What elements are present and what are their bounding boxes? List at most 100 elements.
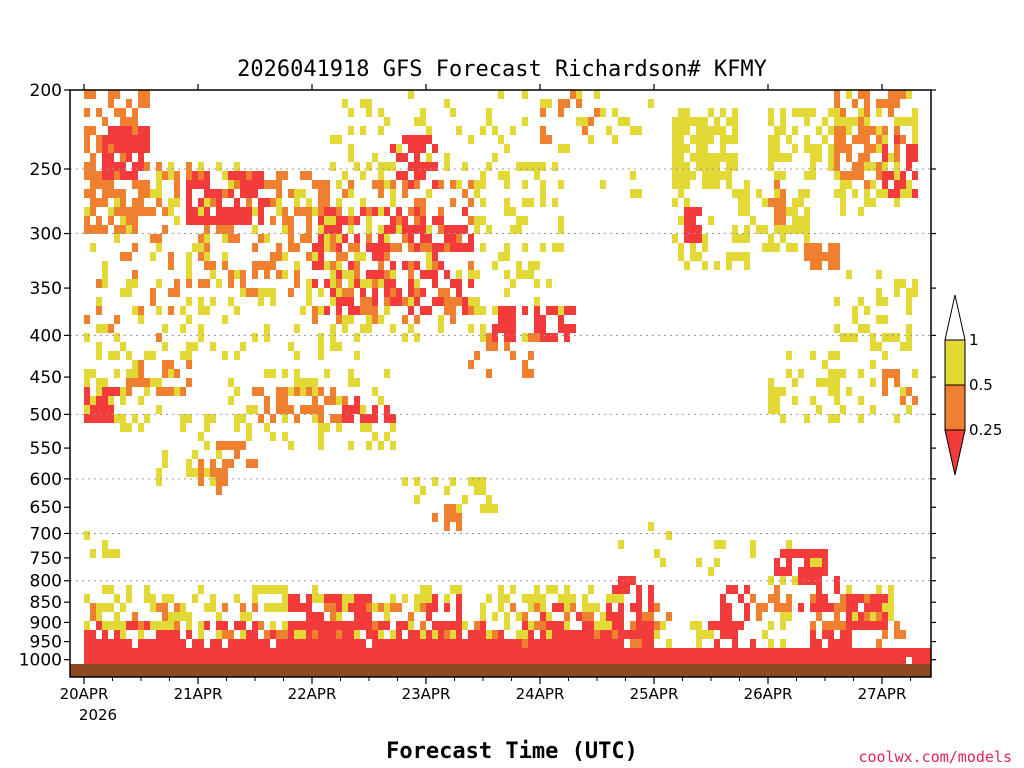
- heatmap-cell-yellow: [870, 162, 876, 171]
- heatmap-cell-yellow: [420, 486, 426, 495]
- heatmap-cell-yellow: [768, 639, 774, 648]
- heatmap-cell-red: [150, 639, 156, 648]
- heatmap-cell-yellow: [882, 603, 888, 612]
- heatmap-cell-red: [402, 648, 408, 657]
- heatmap-cell-orange: [318, 387, 324, 396]
- heatmap-cell-orange: [174, 369, 180, 378]
- heatmap-cell-red: [192, 657, 198, 666]
- heatmap-cell-yellow: [198, 306, 204, 315]
- heatmap-cell-orange: [186, 360, 192, 369]
- heatmap-cell-yellow: [432, 477, 438, 486]
- heatmap-cell-yellow: [354, 378, 360, 387]
- heatmap-cell-yellow: [294, 351, 300, 360]
- heatmap-cell-red: [198, 198, 204, 207]
- heatmap-cell-yellow: [348, 315, 354, 324]
- heatmap-cell-red: [756, 657, 762, 666]
- heatmap-cell-yellow: [126, 279, 132, 288]
- heatmap-cell-yellow: [870, 405, 876, 414]
- heatmap-cell-yellow: [696, 630, 702, 639]
- heatmap-cell-yellow: [504, 270, 510, 279]
- heatmap-cell-red: [906, 648, 912, 657]
- heatmap-cell-orange: [774, 216, 780, 225]
- heatmap-cell-yellow: [792, 576, 798, 585]
- heatmap-cell-red: [696, 234, 702, 243]
- heatmap-cell-red: [372, 414, 378, 423]
- heatmap-cell-orange: [444, 297, 450, 306]
- heatmap-cell-yellow: [552, 585, 558, 594]
- heatmap-cell-yellow: [786, 540, 792, 549]
- heatmap-cell-red: [156, 639, 162, 648]
- heatmap-cell-yellow: [810, 396, 816, 405]
- heatmap-cell-orange: [834, 126, 840, 135]
- heatmap-cell-yellow: [714, 162, 720, 171]
- heatmap-cell-yellow: [876, 126, 882, 135]
- heatmap-cell-red: [336, 243, 342, 252]
- heatmap-cell-red: [192, 648, 198, 657]
- heatmap-cell-yellow: [768, 576, 774, 585]
- heatmap-cell-yellow: [276, 207, 282, 216]
- heatmap-cell-yellow: [108, 603, 114, 612]
- heatmap-cell-red: [600, 657, 606, 666]
- heatmap-cell-yellow: [678, 153, 684, 162]
- heatmap-cell-red: [738, 594, 744, 603]
- heatmap-cell-yellow: [564, 585, 570, 594]
- heatmap-cell-orange: [156, 198, 162, 207]
- heatmap-cell-yellow: [378, 225, 384, 234]
- heatmap-cell-orange: [126, 252, 132, 261]
- heatmap-cell-red: [96, 648, 102, 657]
- heatmap-cell-red: [426, 648, 432, 657]
- heatmap-cell-yellow: [828, 378, 834, 387]
- heatmap-cell-red: [888, 189, 894, 198]
- heatmap-cell-red: [630, 648, 636, 657]
- heatmap-cell-red: [384, 279, 390, 288]
- heatmap-cell-red: [180, 657, 186, 666]
- heatmap-cell-red: [84, 657, 90, 666]
- heatmap-cell-red: [324, 225, 330, 234]
- heatmap-cell-red: [444, 270, 450, 279]
- heatmap-cell-yellow: [906, 288, 912, 297]
- heatmap-cell-yellow: [474, 486, 480, 495]
- heatmap-cell-red: [288, 630, 294, 639]
- heatmap-cell-orange: [162, 225, 168, 234]
- heatmap-cell-red: [240, 639, 246, 648]
- heatmap-cell-red: [702, 648, 708, 657]
- heatmap-cell-yellow: [192, 342, 198, 351]
- heatmap-cell-yellow: [282, 225, 288, 234]
- heatmap-cell-yellow: [360, 324, 366, 333]
- heatmap-cell-orange: [486, 369, 492, 378]
- heatmap-cell-yellow: [162, 594, 168, 603]
- heatmap-cell-red: [438, 639, 444, 648]
- heatmap-cell-red: [402, 225, 408, 234]
- heatmap-cell-yellow: [846, 585, 852, 594]
- heatmap-cell-red: [168, 639, 174, 648]
- heatmap-cell-red: [450, 621, 456, 630]
- heatmap-cell-yellow: [246, 612, 252, 621]
- heatmap-cell-orange: [858, 126, 864, 135]
- heatmap-cell-yellow: [726, 180, 732, 189]
- heatmap-cell-orange: [282, 207, 288, 216]
- heatmap-cell-yellow: [552, 198, 558, 207]
- heatmap-cell-orange: [144, 90, 150, 99]
- heatmap-cell-yellow: [390, 270, 396, 279]
- heatmap-cell-yellow: [372, 432, 378, 441]
- heatmap-cell-red: [504, 315, 510, 324]
- heatmap-cell-yellow: [522, 594, 528, 603]
- heatmap-cell-red: [216, 189, 222, 198]
- heatmap-cell-orange: [402, 180, 408, 189]
- heatmap-cell-yellow: [660, 621, 666, 630]
- heatmap-cell-orange: [882, 126, 888, 135]
- heatmap-cell-red: [528, 648, 534, 657]
- heatmap-cell-orange: [468, 261, 474, 270]
- heatmap-cell-red: [306, 603, 312, 612]
- heatmap-cell-yellow: [540, 243, 546, 252]
- heatmap-cell-yellow: [378, 162, 384, 171]
- heatmap-cell-yellow: [252, 333, 258, 342]
- heatmap-cell-yellow: [246, 432, 252, 441]
- heatmap-cell-orange: [108, 324, 114, 333]
- heatmap-cell-red: [870, 657, 876, 666]
- heatmap-cell-orange: [858, 90, 864, 99]
- heatmap-cell-orange: [90, 171, 96, 180]
- heatmap-cell-red: [306, 594, 312, 603]
- heatmap-cell-red: [846, 648, 852, 657]
- heatmap-cell-yellow: [228, 378, 234, 387]
